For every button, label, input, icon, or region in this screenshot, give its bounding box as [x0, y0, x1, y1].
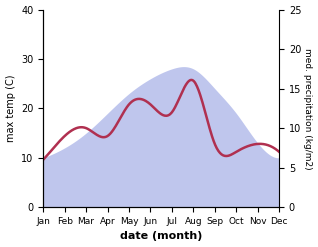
X-axis label: date (month): date (month)	[120, 231, 202, 242]
Y-axis label: max temp (C): max temp (C)	[5, 75, 16, 142]
Y-axis label: med. precipitation (kg/m2): med. precipitation (kg/m2)	[303, 48, 313, 169]
